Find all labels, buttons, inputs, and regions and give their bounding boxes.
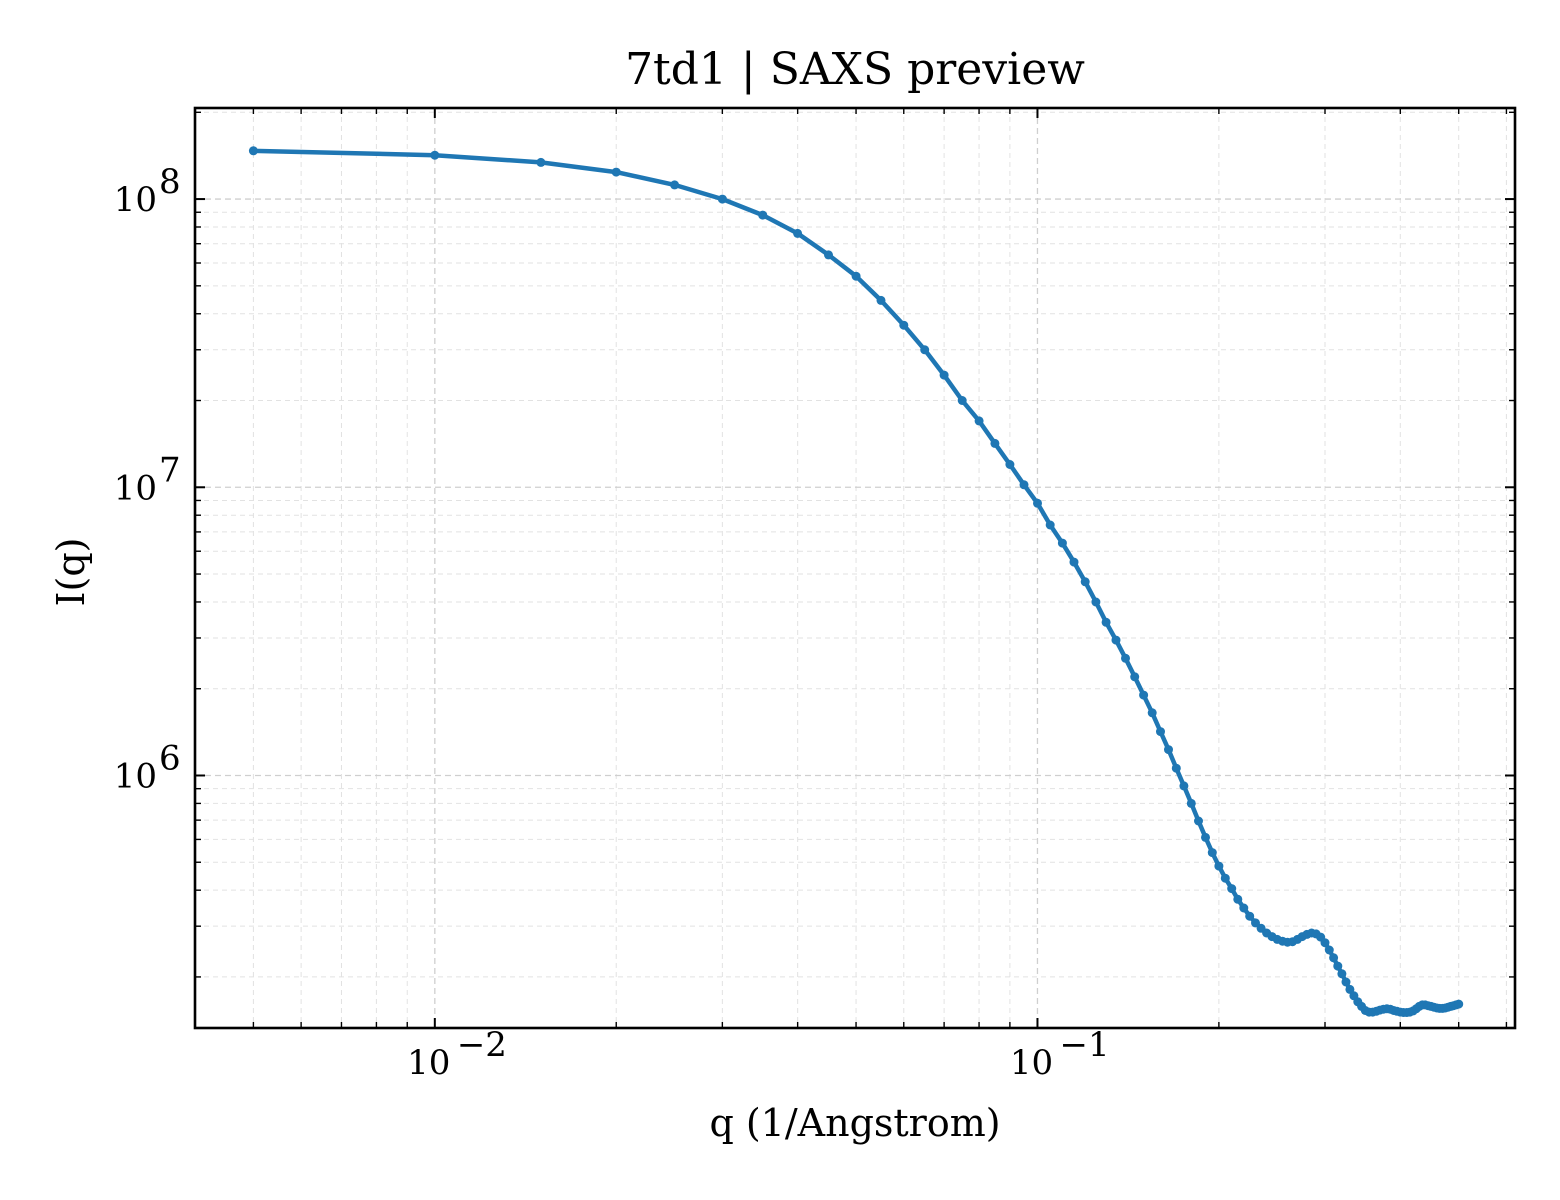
data-point xyxy=(430,150,440,160)
axis-ticks: 10 −2 10 −110 610 710 8 xyxy=(114,108,1515,1083)
data-point xyxy=(1201,832,1210,842)
data-point xyxy=(1005,460,1015,469)
data-point xyxy=(1171,763,1181,773)
data-point xyxy=(939,370,949,380)
data-point xyxy=(1207,848,1217,858)
data-point xyxy=(1194,816,1203,826)
data-point xyxy=(1179,781,1189,791)
data-point xyxy=(1239,903,1249,913)
data-point xyxy=(1220,873,1230,883)
data-point xyxy=(990,438,1000,448)
data-point xyxy=(1121,653,1130,663)
y-tick-label: 10 xyxy=(114,180,157,220)
x-tick-label-exponent: −1 xyxy=(1059,1025,1109,1065)
data-point xyxy=(1320,938,1330,948)
grid xyxy=(194,108,1515,1028)
x-tick-label-exponent: −2 xyxy=(457,1025,507,1065)
data-point xyxy=(611,167,621,177)
data-point xyxy=(717,194,727,204)
data-point xyxy=(1233,894,1243,904)
data-series xyxy=(248,146,1464,1017)
data-point xyxy=(1045,520,1055,530)
data-point xyxy=(1147,708,1157,718)
y-tick-label-exponent: 7 xyxy=(159,450,181,490)
x-tick-label: 10 xyxy=(407,1043,450,1083)
plot-frame xyxy=(193,106,1517,1030)
data-point xyxy=(1019,480,1029,490)
y-tick-label-exponent: 8 xyxy=(159,162,181,202)
data-point xyxy=(876,295,886,305)
data-point xyxy=(1091,597,1101,607)
data-point xyxy=(1057,538,1067,548)
data-point xyxy=(824,250,833,260)
data-point xyxy=(1454,999,1464,1009)
data-point xyxy=(957,396,967,405)
data-point xyxy=(1345,984,1355,994)
data-point xyxy=(1214,861,1224,871)
data-point xyxy=(1101,617,1111,627)
y-tick-label-exponent: 6 xyxy=(159,738,181,778)
data-point xyxy=(248,146,258,156)
data-point xyxy=(758,210,768,220)
data-point xyxy=(1341,977,1351,987)
data-point xyxy=(1156,727,1165,737)
data-point xyxy=(1251,918,1260,928)
chart-title: 7td1 | SAXS preview xyxy=(625,44,1085,95)
data-point xyxy=(1245,911,1255,921)
data-point xyxy=(1111,635,1121,645)
data-point xyxy=(1227,884,1237,894)
data-point xyxy=(1033,498,1042,508)
data-point xyxy=(974,416,984,426)
data-point xyxy=(920,345,930,355)
data-point xyxy=(1069,557,1079,567)
data-point xyxy=(1186,798,1196,808)
data-point xyxy=(793,228,803,238)
y-axis-label: I(q) xyxy=(49,538,93,607)
y-tick-label: 10 xyxy=(114,756,157,796)
data-point xyxy=(899,320,909,330)
x-axis-label: q (1/Angstrom) xyxy=(709,1101,1000,1145)
data-point xyxy=(851,271,861,281)
x-tick-label: 10 xyxy=(1010,1043,1053,1083)
data-point xyxy=(1130,672,1140,682)
data-point xyxy=(1164,745,1173,755)
data-point xyxy=(1324,945,1334,955)
data-point xyxy=(536,157,546,167)
data-point xyxy=(1337,969,1347,979)
data-point xyxy=(1139,690,1149,700)
data-point xyxy=(1080,577,1090,587)
data-point xyxy=(670,180,680,190)
y-tick-label: 10 xyxy=(114,468,157,508)
data-point xyxy=(1329,953,1339,963)
data-point xyxy=(1333,961,1343,971)
